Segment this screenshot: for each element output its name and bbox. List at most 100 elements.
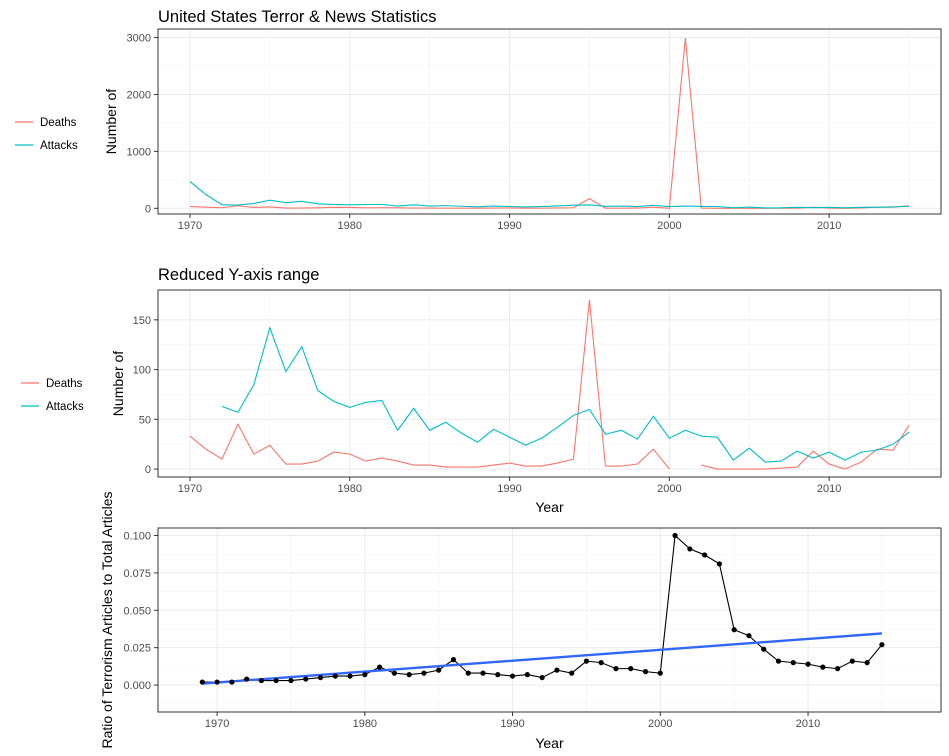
x-tick-label: 1990 [497, 483, 521, 495]
plot-background [158, 528, 941, 712]
data-point [864, 660, 870, 666]
trend-line [202, 632, 882, 685]
x-axis-label: Year [535, 735, 564, 751]
data-point [362, 672, 368, 678]
chart-panel-3: 1970 1980 1990 2000 2010 0.000 0.025 0.050 0.075… [99, 491, 942, 751]
data-point [569, 670, 575, 676]
x-tick-label: 1990 [497, 220, 521, 232]
data-point [879, 642, 885, 648]
data-point [805, 661, 811, 667]
y-tick-label: 0 [145, 464, 151, 476]
x-tick-label: 2010 [796, 718, 820, 730]
y-axis-label: Ratio of Terrorism Articles to Total Art… [99, 491, 115, 748]
data-point [258, 677, 265, 684]
data-point [303, 676, 309, 682]
data-point [554, 667, 560, 673]
data-point [273, 677, 279, 684]
x-tick-label: 2010 [817, 483, 841, 495]
plot-background [158, 290, 941, 477]
x-tick-label: 1970 [178, 220, 202, 232]
x-tick-label: 2000 [648, 718, 672, 730]
chart-panel-1: 1970 1980 1990 2000 2010 0 1000 2000 3000 United … [15, 8, 942, 232]
data-point [377, 664, 383, 670]
y-tick-label: 50 [139, 414, 151, 426]
data-point [702, 552, 708, 558]
series-line-deaths [189, 299, 910, 470]
data-point [731, 627, 737, 633]
data-point [524, 672, 530, 678]
x-tick-label: 2010 [817, 220, 841, 232]
chart-title: United States Terror & News Statistics [158, 8, 436, 26]
data-point [657, 670, 663, 676]
legend-label-deaths: Deaths [40, 117, 77, 129]
data-point [834, 666, 841, 672]
x-tick-label: 2000 [657, 220, 681, 232]
chart-panel-2: 1970 1980 1990 2000 2010 0 50 100 150 Reduced Y-a… [21, 266, 942, 515]
data-point [820, 664, 826, 670]
x-tick-label: 1980 [338, 220, 362, 232]
x-tick-label: 2000 [657, 483, 681, 495]
data-point [317, 674, 324, 681]
y-tick-label: 3000 [127, 33, 151, 45]
y-tick-label: 100 [133, 365, 151, 377]
data-point [687, 546, 693, 552]
data-point [288, 677, 294, 684]
panel-border [157, 289, 942, 478]
data-point [406, 672, 412, 678]
legend: Deaths Attacks [21, 378, 84, 413]
data-point [746, 633, 752, 639]
plot-background [158, 29, 941, 214]
series-line-attacks [221, 326, 910, 463]
data-point [613, 666, 619, 672]
x-tick-label: 1980 [353, 718, 377, 730]
data-point [716, 561, 722, 567]
y-tick-label: 1000 [127, 146, 151, 158]
x-tick-label: 1980 [338, 483, 362, 495]
data-point [421, 670, 427, 676]
data-point [672, 532, 678, 539]
data-point [628, 666, 634, 672]
data-point [495, 672, 501, 678]
legend-label-deaths: Deaths [46, 378, 83, 390]
y-axis-label: Number of [110, 351, 126, 416]
data-point [199, 679, 205, 685]
y-tick-label: 150 [133, 315, 151, 327]
data-point [436, 667, 442, 673]
data-point [775, 658, 782, 664]
legend-label-attacks: Attacks [46, 401, 84, 413]
data-point [229, 679, 235, 685]
x-axis-label: Year [535, 499, 564, 515]
data-point [244, 676, 250, 682]
data-point [391, 670, 397, 676]
data-point [598, 660, 604, 666]
y-tick-label: 0.050 [123, 605, 151, 617]
series-line-attacks [189, 181, 910, 209]
panel-border [157, 527, 942, 713]
data-point [509, 673, 516, 679]
data-point [642, 669, 649, 675]
legend: Deaths Attacks [15, 117, 78, 152]
data-point [761, 646, 767, 652]
data-point [480, 670, 486, 676]
x-tick-label: 1970 [178, 483, 202, 495]
data-point [214, 679, 220, 685]
legend-label-attacks: Attacks [40, 140, 78, 152]
x-tick-label: 1990 [500, 718, 524, 730]
chart-title: Reduced Y-axis range [158, 266, 319, 284]
data-point [849, 658, 855, 664]
panel-border [157, 28, 942, 215]
data-point [450, 657, 457, 663]
data-point [583, 658, 590, 664]
data-point [332, 673, 338, 679]
data-point [465, 670, 471, 676]
y-tick-label: 0.100 [123, 530, 151, 542]
data-point [539, 674, 545, 681]
x-tick-label: 1970 [205, 718, 229, 730]
y-tick-label: 0.025 [123, 643, 151, 655]
series-line-deaths [189, 38, 910, 209]
y-tick-label: 0.075 [123, 568, 151, 580]
data-point [790, 660, 796, 666]
y-tick-label: 2000 [127, 89, 151, 101]
y-axis-label: Number of [103, 89, 119, 154]
